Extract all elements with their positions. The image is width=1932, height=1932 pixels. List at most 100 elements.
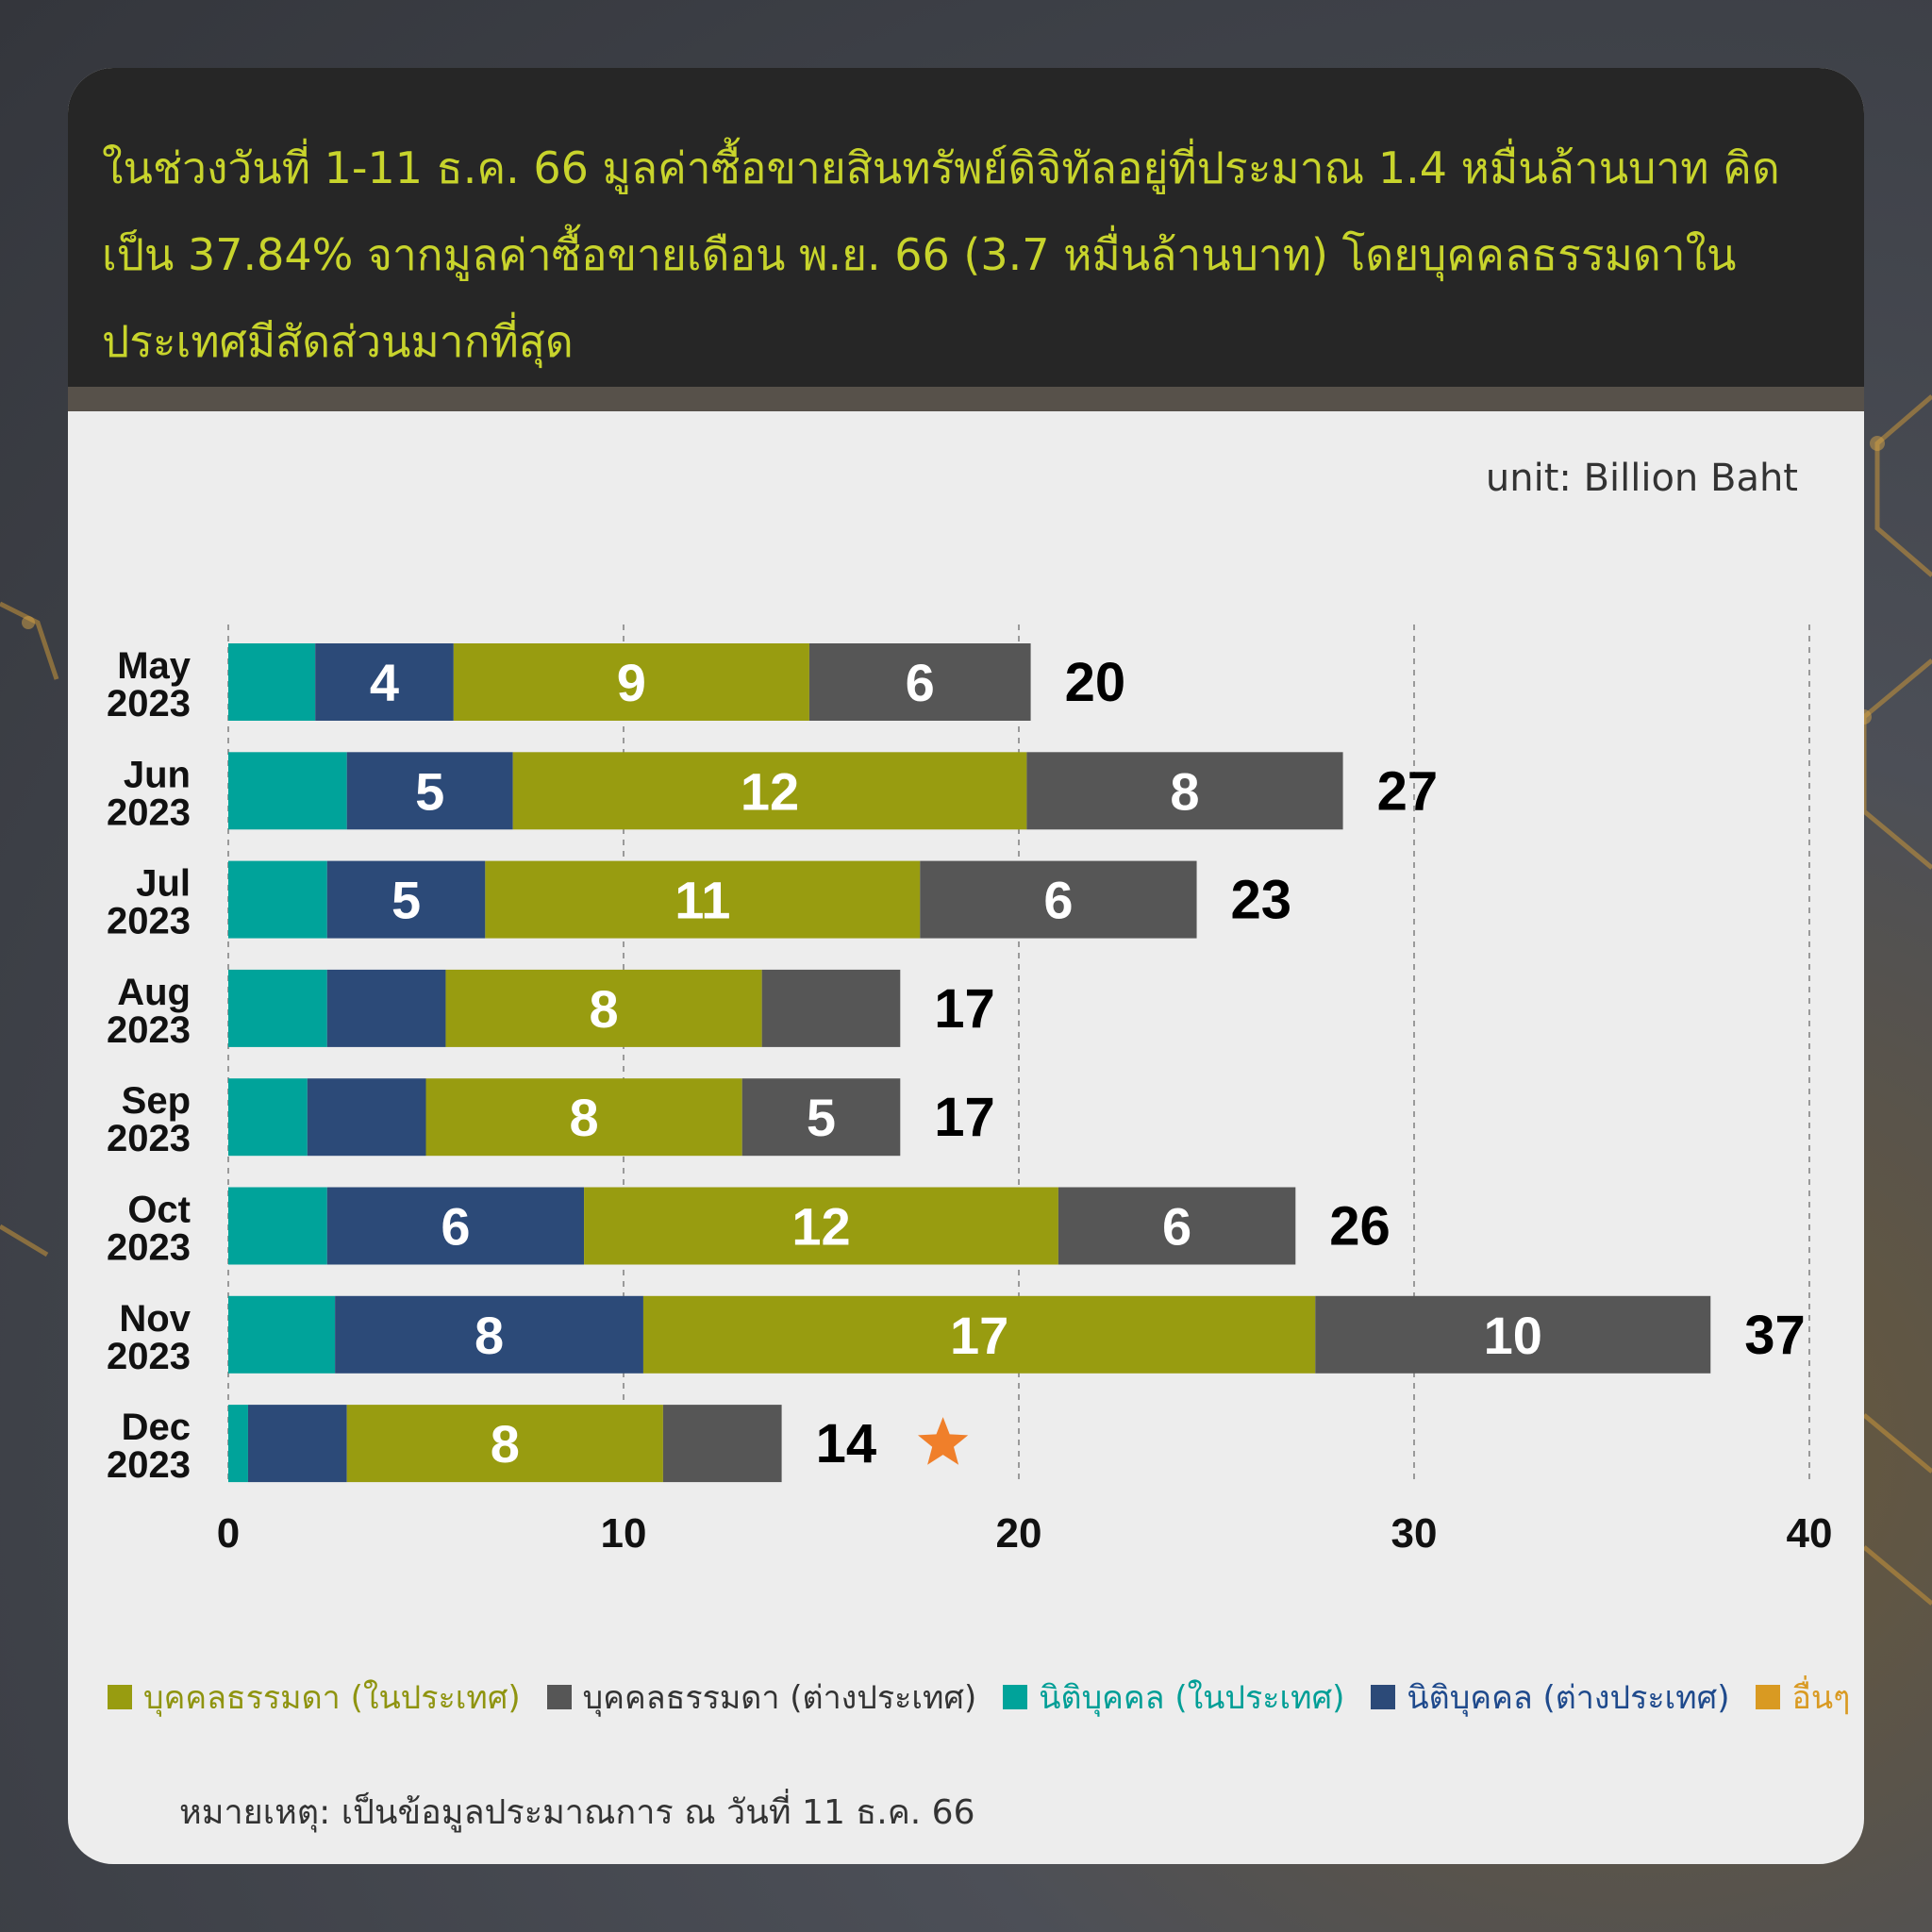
- y-tick-label-month: May: [117, 645, 192, 687]
- total-value-label: 17: [934, 1087, 995, 1148]
- bar-segment: [228, 1187, 327, 1265]
- bar-segment: [920, 860, 1197, 939]
- x-tick-label: 20: [996, 1510, 1042, 1557]
- segment-value-label: 8: [589, 979, 618, 1039]
- segment-value-label: 11: [675, 871, 730, 930]
- segment-value-label: 5: [391, 871, 421, 930]
- y-tick-label-year: 2023: [107, 1009, 191, 1051]
- y-tick-label-year: 2023: [107, 1227, 191, 1269]
- segment-value-label: 8: [570, 1088, 599, 1147]
- segment-value-label: 8: [1170, 761, 1199, 821]
- bar-segment: [326, 860, 486, 939]
- segment-value-label: 5: [415, 761, 444, 821]
- total-value-label: 27: [1377, 760, 1439, 822]
- bar-segment: [326, 969, 446, 1047]
- segment-value-label: 8: [475, 1306, 504, 1365]
- legend-swatch: [1371, 1685, 1396, 1709]
- y-tick-label-month: Jun: [124, 754, 191, 795]
- bar-segment: [247, 1405, 347, 1483]
- legend-item-juristic-foreign: นิติบุคคล (ต่างประเทศ): [1371, 1672, 1729, 1723]
- segment-value-label: 17: [950, 1306, 1008, 1365]
- bar-segment: [228, 1078, 308, 1157]
- legend-label: บุคคลธรรมดา (ในประเทศ): [143, 1679, 521, 1717]
- segment-value-label: 10: [1484, 1306, 1542, 1365]
- bar-segment: [453, 643, 809, 721]
- y-tick-label-year: 2023: [107, 791, 191, 833]
- y-tick-label-year: 2023: [107, 1118, 191, 1159]
- total-value-label: 17: [934, 978, 995, 1040]
- total-value-label: 20: [1065, 652, 1126, 713]
- y-tick-label-year: 2023: [107, 683, 191, 724]
- total-value-label: 23: [1231, 870, 1292, 931]
- bar-segment: [485, 860, 921, 939]
- bar-segment: [584, 1187, 1058, 1265]
- legend-swatch: [1003, 1685, 1028, 1709]
- bar-segment: [445, 969, 762, 1047]
- legend: บุคคลธรรมดา (ในประเทศ) บุคคลธรรมดา (ต่าง…: [108, 1672, 1850, 1723]
- bar-segment: [1315, 1295, 1711, 1374]
- infographic-card: ในช่วงวันที่ 1-11 ธ.ค. 66 มูลค่าซื้อขายส…: [68, 68, 1864, 1864]
- y-tick-label-month: Aug: [117, 972, 191, 1013]
- y-tick-label-month: Dec: [122, 1407, 191, 1448]
- bar-segment: [1026, 752, 1343, 830]
- x-tick-label: 10: [601, 1510, 647, 1557]
- bar-segment: [315, 643, 454, 721]
- bar-segment: [761, 969, 901, 1047]
- segment-value-label: 4: [370, 653, 399, 712]
- segment-value-label: 9: [617, 653, 646, 712]
- legend-item-individual-domestic: บุคคลธรรมดา (ในประเทศ): [108, 1672, 521, 1723]
- bar-segment: [1058, 1187, 1296, 1265]
- header-divider: [68, 387, 1864, 411]
- y-tick-label-month: Oct: [127, 1190, 191, 1231]
- legend-item-juristic-domestic: นิติบุคคล (ในประเทศ): [1003, 1672, 1344, 1723]
- legend-label: บุคคลธรรมดา (ต่างประเทศ): [582, 1679, 977, 1717]
- x-tick-label: 40: [1787, 1510, 1833, 1557]
- total-value-label: 14: [816, 1413, 877, 1474]
- bar-segment: [642, 1295, 1316, 1374]
- bar-segment: [228, 752, 347, 830]
- y-tick-label-month: Nov: [119, 1298, 191, 1340]
- bar-segment: [512, 752, 1027, 830]
- unit-label: unit: Billion Baht: [1485, 457, 1798, 500]
- segment-value-label: 6: [1043, 871, 1073, 930]
- highlight-star-icon: [918, 1417, 969, 1465]
- bar-segment: [228, 969, 327, 1047]
- bar-segment: [662, 1405, 782, 1483]
- bar-segment: [307, 1078, 426, 1157]
- header-banner: ในช่วงวันที่ 1-11 ธ.ค. 66 มูลค่าซื้อขายส…: [68, 68, 1864, 387]
- segment-value-label: 6: [906, 653, 935, 712]
- segment-value-label: 6: [1162, 1197, 1191, 1257]
- legend-swatch: [546, 1685, 572, 1709]
- bar-segment: [228, 643, 316, 721]
- x-tick-label: 30: [1391, 1510, 1438, 1557]
- footnote: หมายเหตุ: เป็นข้อมูลประมาณการ ณ วันที่ 1…: [179, 1793, 975, 1832]
- bar-segment: [326, 1187, 585, 1265]
- legend-swatch: [108, 1685, 132, 1709]
- y-tick-label-month: Jul: [136, 863, 191, 905]
- legend-label: อื่นๆ: [1791, 1679, 1851, 1717]
- x-tick-label: 0: [217, 1510, 240, 1557]
- segment-value-label: 12: [791, 1197, 850, 1257]
- y-tick-label-year: 2023: [107, 901, 191, 942]
- legend-swatch: [1756, 1685, 1781, 1709]
- legend-label: นิติบุคคล (ในประเทศ): [1039, 1679, 1345, 1717]
- segment-value-label: 12: [741, 761, 799, 821]
- legend-label: นิติบุคคล (ต่างประเทศ): [1407, 1679, 1730, 1717]
- bar-segment: [808, 643, 1031, 721]
- legend-item-individual-foreign: บุคคลธรรมดา (ต่างประเทศ): [546, 1672, 977, 1723]
- legend-item-others: อื่นๆ: [1756, 1672, 1850, 1723]
- headline: ในช่วงวันที่ 1-11 ธ.ค. 66 มูลค่าซื้อขายส…: [102, 142, 1780, 367]
- total-value-label: 37: [1744, 1305, 1806, 1366]
- bar-segment: [228, 1295, 336, 1374]
- y-tick-label-year: 2023: [107, 1444, 191, 1486]
- segment-value-label: 8: [491, 1414, 520, 1474]
- bar-segment: [335, 1295, 643, 1374]
- segment-value-label: 6: [441, 1197, 470, 1257]
- bar-segment: [346, 1405, 663, 1483]
- y-tick-label-year: 2023: [107, 1336, 191, 1377]
- segment-value-label: 5: [807, 1088, 836, 1147]
- bar-segment: [741, 1078, 901, 1157]
- y-tick-label-month: Sep: [122, 1080, 191, 1122]
